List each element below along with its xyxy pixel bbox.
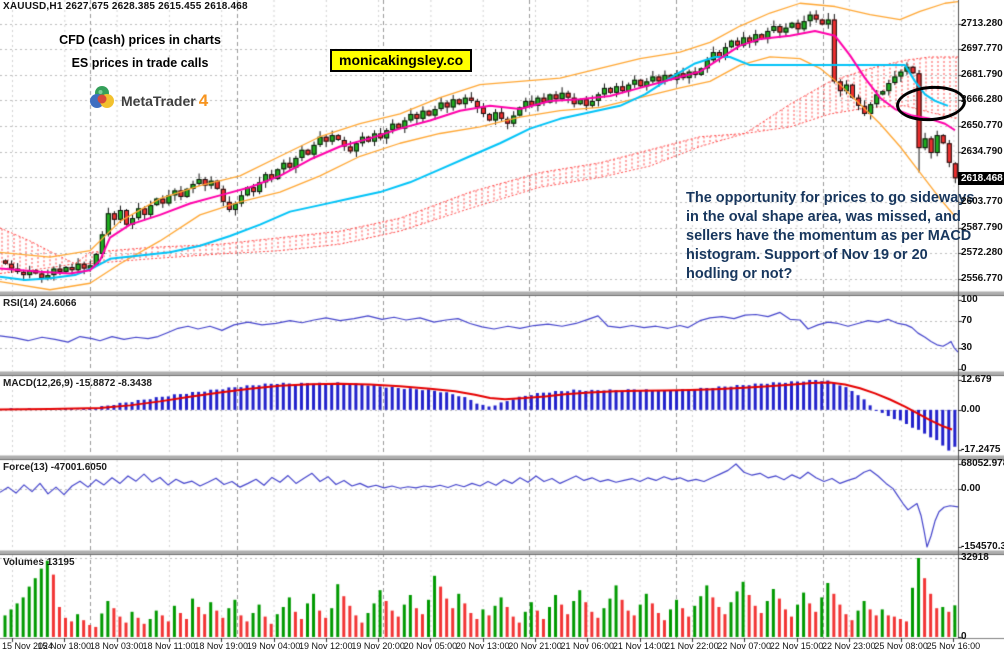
time-axis-label: 19 Nov 20:00 bbox=[351, 641, 405, 651]
rsi-axis-label: 30 bbox=[961, 342, 973, 354]
time-axis-label: 25 Nov 08:00 bbox=[874, 641, 928, 651]
price-axis-label: 2572.280 bbox=[961, 247, 1003, 259]
price-axis-label: 2634.790 bbox=[961, 145, 1003, 157]
time-axis-label: 18 Nov 11:00 bbox=[142, 641, 196, 651]
price-axis-label: 2713.280 bbox=[961, 17, 1003, 29]
metatrader-logo-icon bbox=[88, 84, 116, 117]
volumes-axis-label: 0 bbox=[961, 631, 967, 642]
price-axis-label: 2666.280 bbox=[961, 94, 1003, 106]
price-axis-label: 2697.770 bbox=[961, 43, 1003, 55]
force-axis-label: 0.00 bbox=[961, 483, 981, 495]
current-price-tag: 2618.468 bbox=[958, 172, 1004, 185]
time-axis-label: 21 Nov 06:00 bbox=[560, 641, 615, 651]
time-axis-label: 18 Nov 03:00 bbox=[89, 641, 144, 651]
time-axis-label: 20 Nov 05:00 bbox=[403, 641, 458, 651]
brand-badge: monicakingsley.co bbox=[330, 49, 473, 72]
price-axis-label: 2603.770 bbox=[961, 196, 1003, 208]
macd-axis-label: 0.00 bbox=[961, 403, 981, 415]
rsi-axis-label: 0 bbox=[961, 363, 967, 374]
time-axis-label: 15 Nov 18:00 bbox=[37, 641, 92, 651]
analysis-annotation: The opportunity for prices to go sideway… bbox=[686, 190, 975, 282]
force-axis-label: 68052.9782 bbox=[961, 458, 1004, 469]
time-axis-label: 20 Nov 21:00 bbox=[508, 641, 562, 651]
chart-note: CFD (cash) prices in charts ES prices in… bbox=[30, 33, 250, 70]
time-axis-label: 22 Nov 15:00 bbox=[769, 641, 824, 651]
time-axis-label: 25 Nov 16:00 bbox=[926, 641, 981, 651]
metatrader-logo: MetaTrader 4 bbox=[88, 84, 208, 117]
time-axis-label: 20 Nov 13:00 bbox=[455, 641, 510, 651]
time-axis-label: 15 Nov 2024 bbox=[2, 641, 54, 651]
price-axis-label: 2587.790 bbox=[961, 222, 1003, 234]
macd-axis-label: 12.679 bbox=[961, 374, 992, 385]
rsi-axis-label: 100 bbox=[961, 294, 978, 305]
time-axis-label: 19 Nov 04:00 bbox=[246, 641, 301, 651]
price-axis-label: 2650.770 bbox=[961, 119, 1003, 131]
chart-note-line1: CFD (cash) prices in charts bbox=[59, 33, 221, 47]
metatrader-logo-text: MetaTrader bbox=[121, 92, 196, 109]
rsi-axis-label: 70 bbox=[961, 314, 973, 326]
price-axis-label: 2729.280 bbox=[961, 0, 1003, 3]
price-axis-label: 2681.790 bbox=[961, 69, 1003, 81]
time-axis-label: 22 Nov 23:00 bbox=[822, 641, 876, 651]
macd-panel-label: MACD(12,26,9) -15.8872 -8.3438 bbox=[3, 378, 152, 389]
volumes-axis-label: 32918 bbox=[961, 552, 989, 563]
time-axis-label: 22 Nov 07:00 bbox=[717, 641, 771, 651]
macd-axis-label: -17.2475 bbox=[961, 444, 1001, 456]
volumes-panel-label: Volumes 13195 bbox=[3, 557, 75, 568]
force-axis-label: -154570.39 bbox=[961, 541, 1004, 552]
time-axis-label: 19 Nov 12:00 bbox=[299, 641, 353, 651]
chart-note-line2: ES prices in trade calls bbox=[71, 56, 209, 70]
time-axis-label: 18 Nov 19:00 bbox=[194, 641, 248, 651]
time-axis-label: 21 Nov 14:00 bbox=[612, 641, 667, 651]
time-axis-label: 21 Nov 22:00 bbox=[665, 641, 719, 651]
metatrader-logo-number: 4 bbox=[198, 90, 209, 110]
price-axis-label: 2556.770 bbox=[961, 272, 1003, 284]
rsi-panel-label: RSI(14) 24.6066 bbox=[3, 298, 77, 309]
ohlc-header: XAUUSD,H1 2627.675 2628.385 2615.455 261… bbox=[3, 1, 248, 12]
force-panel-label: Force(13) -47001.6050 bbox=[3, 462, 107, 473]
